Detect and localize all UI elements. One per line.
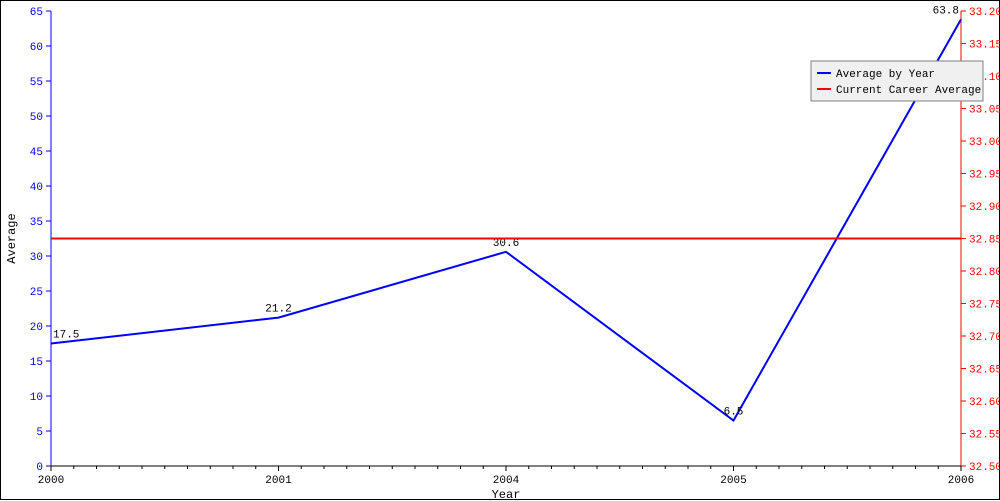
y-left-tick-label: 50: [30, 112, 43, 124]
y-left-tick-label: 5: [36, 427, 43, 439]
y-right-tick-label: 32.85: [969, 235, 1000, 247]
data-point-label: 21.2: [265, 304, 291, 316]
y-left-tick-label: 25: [30, 287, 43, 299]
y-left-tick-label: 10: [30, 392, 43, 404]
y-right-tick-label: 33.05: [969, 105, 1000, 117]
y-left-tick-label: 30: [30, 252, 43, 264]
y-right-tick-label: 33.20: [969, 7, 1000, 19]
y-right-tick-label: 32.50: [969, 462, 1000, 474]
legend-label: Current Career Average: [836, 85, 981, 97]
x-tick-label: 2004: [493, 475, 520, 487]
data-point-label: 30.6: [493, 238, 519, 250]
y-left-tick-label: 20: [30, 322, 43, 334]
data-point-label: 6.5: [724, 407, 744, 419]
y-right-tick-label: 32.70: [969, 332, 1000, 344]
y-right-tick-label: 32.90: [969, 202, 1000, 214]
y-left-tick-label: 40: [30, 182, 43, 194]
y-right-tick-label: 32.80: [969, 267, 1000, 279]
y-right-tick-label: 32.95: [969, 170, 1000, 182]
chart-container: 0 5 10 15 20 25 30 35 40 45 50 55 60 65 Average 32.50 32…: [0, 0, 1000, 500]
y-right-tick-label: 32.65: [969, 365, 1000, 377]
y-left-tick-label: 35: [30, 217, 43, 229]
data-point-label: 63.8: [933, 5, 959, 17]
x-tick-label: 2006: [948, 475, 974, 487]
x-tick-label: 2000: [38, 475, 64, 487]
y-right-tick-label: 32.75: [969, 300, 1000, 312]
x-axis-label: Year: [492, 488, 521, 501]
y-right-tick-label: 33.15: [969, 40, 1000, 52]
data-point-label: 17.5: [53, 330, 79, 342]
y-left-tick-label: 65: [30, 7, 43, 19]
y-right-tick-label: 33.00: [969, 137, 1000, 149]
y-left-axis-label: Average: [5, 213, 19, 263]
y-left-tick-label: 0: [36, 462, 43, 474]
y-left-tick-label: 60: [30, 42, 43, 54]
y-left-tick-label: 15: [30, 357, 43, 369]
x-tick-label: 2005: [720, 475, 746, 487]
y-left-tick-label: 55: [30, 77, 43, 89]
y-right-tick-label: 32.55: [969, 430, 1000, 442]
chart-svg: 0 5 10 15 20 25 30 35 40 45 50 55 60 65 Average 32.50 32…: [1, 1, 1000, 501]
y-left-tick-label: 45: [30, 147, 43, 159]
y-right-tick-label: 32.60: [969, 397, 1000, 409]
legend-label: Average by Year: [836, 69, 935, 81]
x-tick-label: 2001: [265, 475, 292, 487]
